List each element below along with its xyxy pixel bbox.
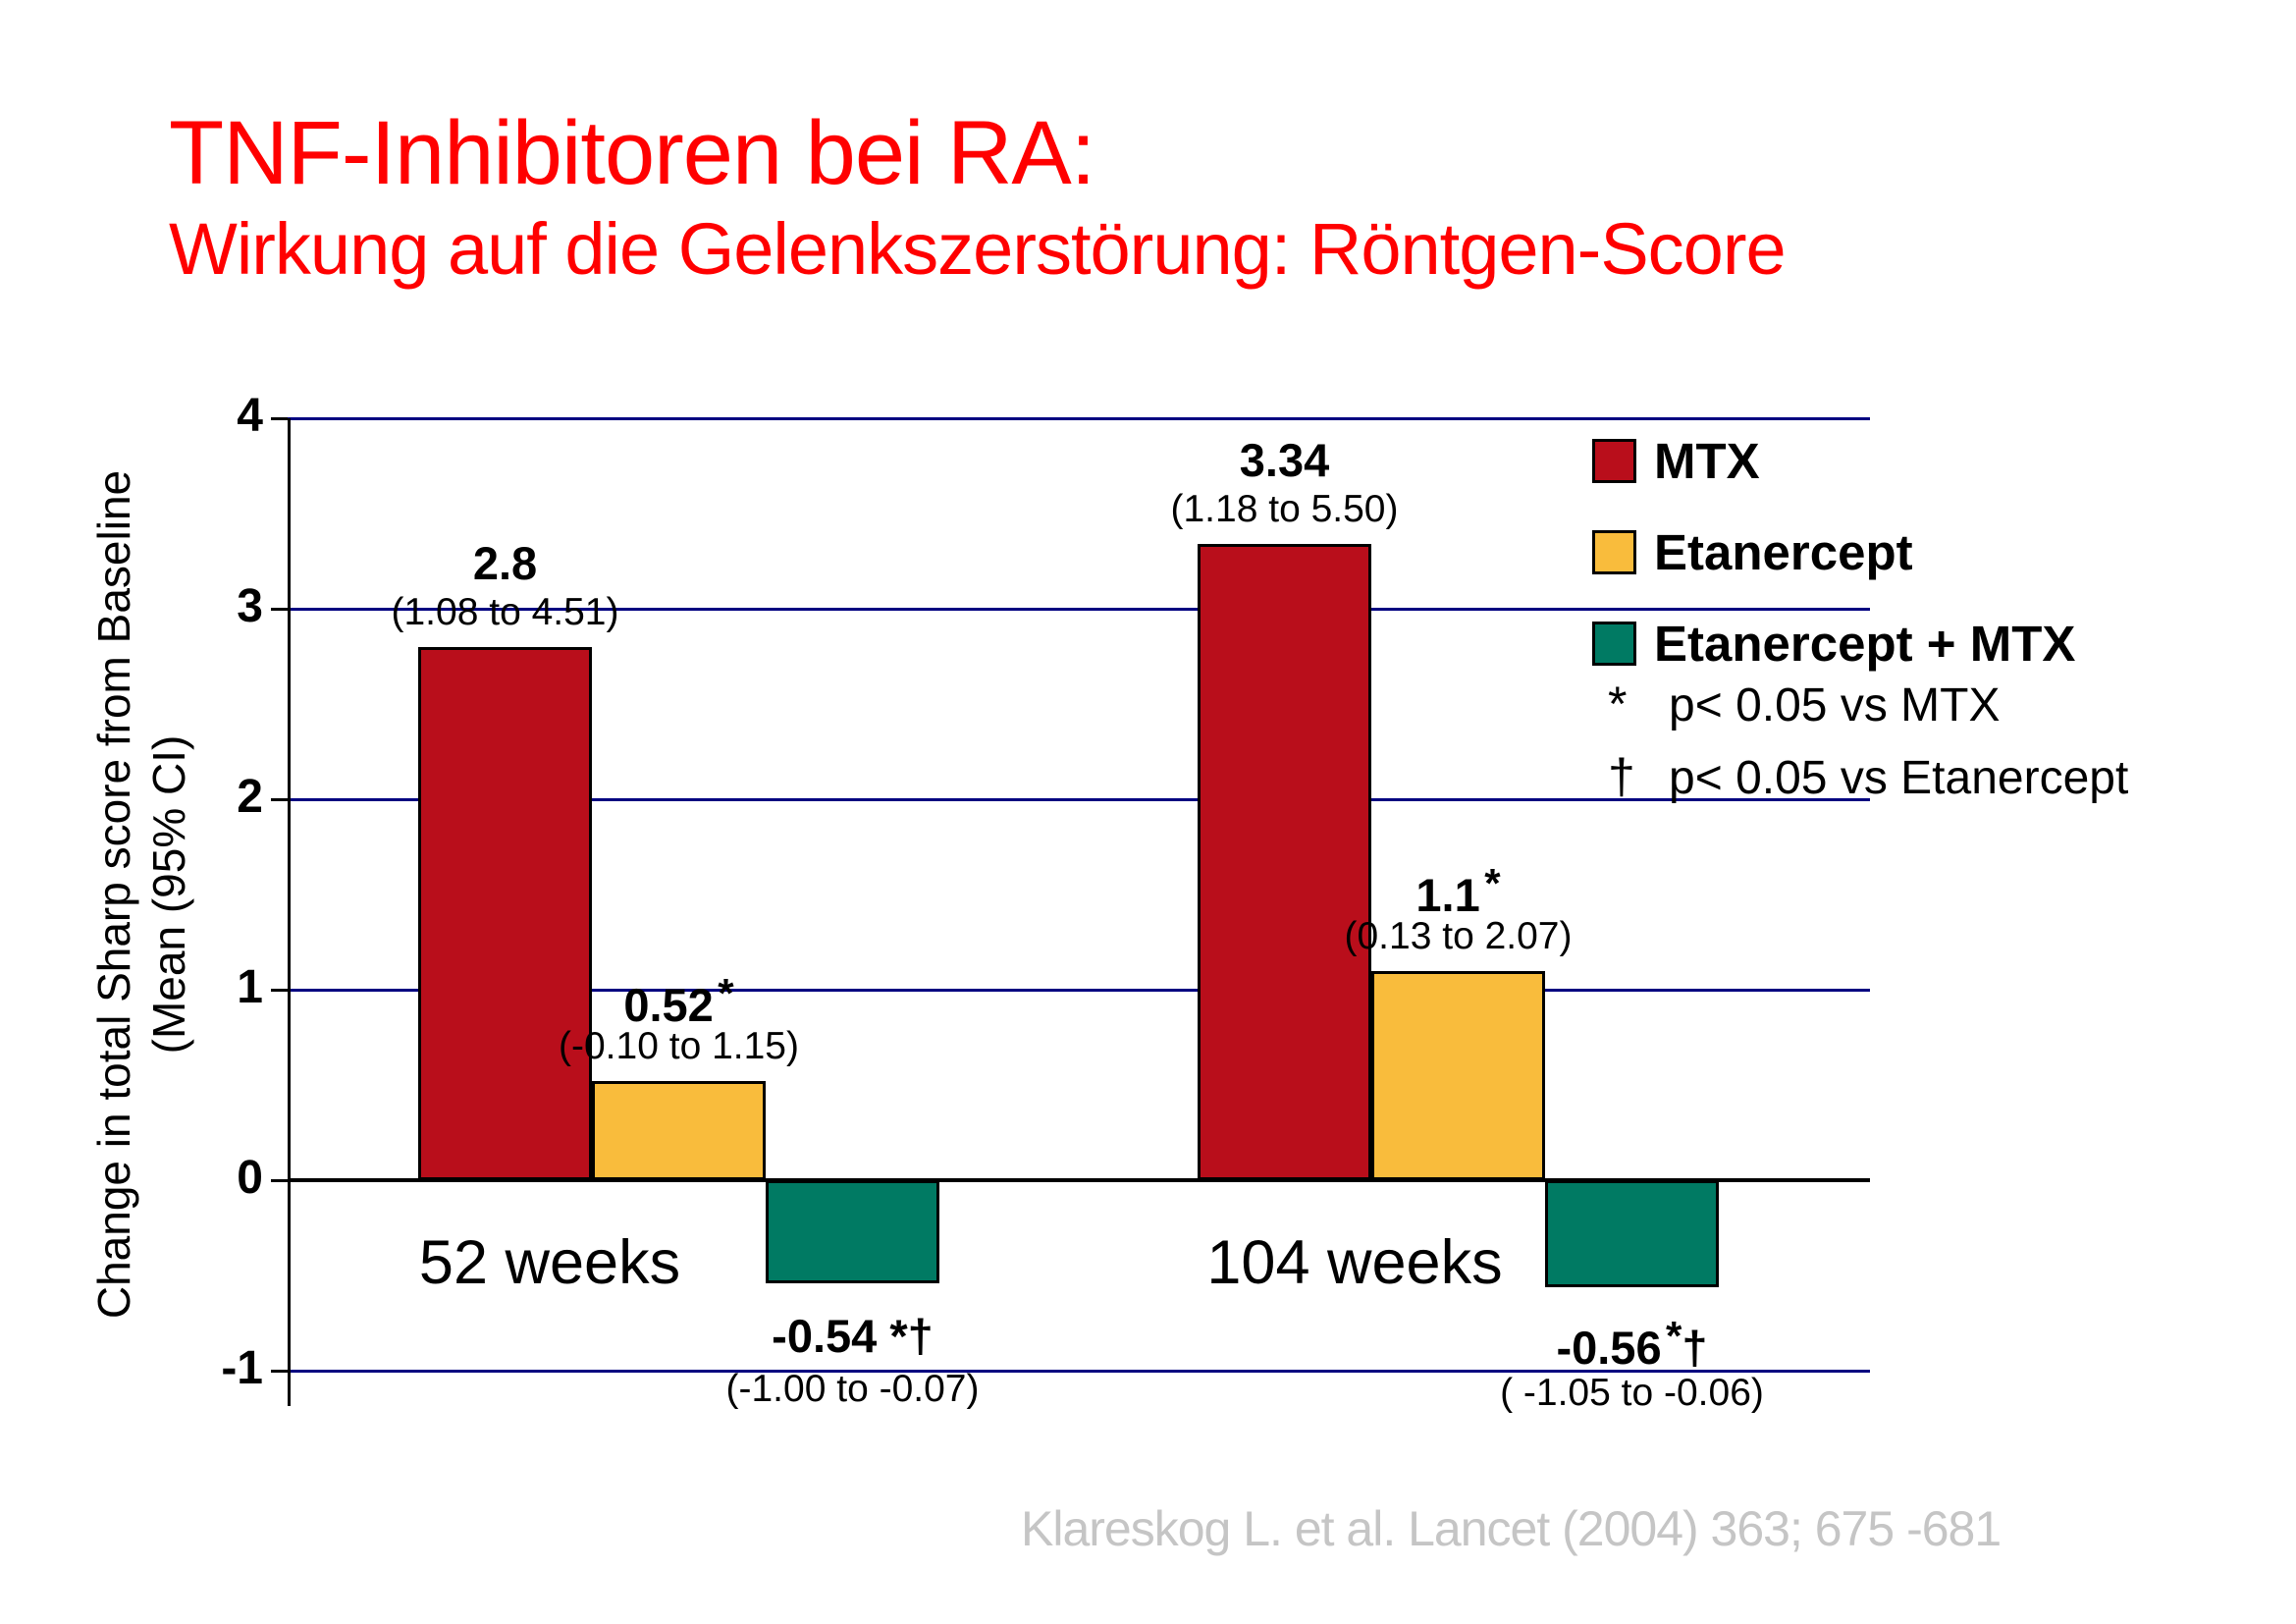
dagger-marker: † (1608, 749, 1635, 804)
value-label: 2.8 (472, 536, 538, 589)
slide-title-line1: TNF-Inhibitoren bei RA: (169, 103, 1095, 203)
slide-title-line2: Wirkung auf die Gelenkszerstörung: Röntg… (169, 207, 1787, 290)
bar-etanercept-mtx-104-weeks (1545, 1180, 1719, 1287)
slide-title: TNF-Inhibitoren bei RA: Wirkung auf die … (169, 102, 1787, 294)
legend-label-etanercept-mtx: Etanercept + MTX (1654, 616, 2076, 672)
y-tick-4 (271, 417, 288, 420)
bar-etanercept-mtx-52-weeks (766, 1180, 939, 1283)
legend-row-etanercept: Etanercept (1592, 523, 2075, 581)
chart-legend: MTX Etanercept Etanercept + MTX (1592, 432, 2075, 706)
legend-swatch-etanercept (1592, 530, 1636, 574)
y-tick-label-3: 3 (237, 580, 263, 632)
ci-label: ( -1.05 to -0.06) (1500, 1371, 1764, 1414)
value-label: 0.52 * (623, 970, 734, 1032)
gridline-y4 (288, 417, 1870, 420)
gridline-y3 (288, 608, 1870, 611)
y-tick-2 (271, 798, 288, 801)
y-tick-label-2: 2 (237, 771, 263, 823)
footnote-asterisk-text: p< 0.05 vs MTX (1669, 679, 2001, 731)
bar-mtx-52-weeks (418, 646, 592, 1180)
bar-etanercept-52-weeks (592, 1081, 766, 1180)
gridline-y2 (288, 798, 1870, 801)
value-label: -0.56 *† (1556, 1312, 1708, 1374)
ci-label: (-0.10 to 1.15) (559, 1025, 799, 1068)
y-tick-label-0: 0 (237, 1152, 263, 1204)
ci-label: (1.18 to 5.50) (1170, 488, 1399, 531)
value-label: 1.1 * (1415, 859, 1501, 921)
bar-etanercept-104-weeks (1371, 970, 1545, 1180)
legend-row-mtx: MTX (1592, 432, 2075, 490)
x-axis-zero-line (288, 1178, 1870, 1182)
value-label: -0.54 *† (772, 1309, 934, 1362)
legend-swatch-mtx (1592, 439, 1636, 483)
citation: Klareskog L. et al. Lancet (2004) 363; 6… (1021, 1501, 2002, 1556)
legend-label-mtx: MTX (1654, 433, 1760, 489)
value-label: 3.34 (1239, 434, 1330, 487)
legend-row-etanercept-mtx: Etanercept + MTX (1592, 615, 2075, 673)
legend-swatch-etanercept-mtx (1592, 622, 1636, 666)
bar-mtx-104-weeks (1198, 544, 1371, 1180)
y-tick-label-1: 1 (237, 961, 263, 1013)
y-tick-label-4: 4 (237, 390, 263, 442)
y-axis-line (288, 418, 291, 1406)
footnote-dagger: † p< 0.05 vs Etanercept (1608, 748, 2128, 805)
y-tick-1 (271, 989, 288, 992)
gridline-y1 (288, 989, 1870, 992)
ci-label: (0.13 to 2.07) (1344, 914, 1573, 957)
group-label-52-weeks: 52 weeks (418, 1228, 681, 1297)
y-tick--1 (271, 1370, 288, 1373)
footnote-dagger-text: p< 0.05 vs Etanercept (1669, 752, 2129, 804)
ci-label: (-1.00 to -0.07) (725, 1367, 980, 1410)
y-tick-3 (271, 608, 288, 611)
footnote-asterisk: * p< 0.05 vs MTX (1608, 676, 2128, 732)
ci-label: (1.08 to 4.51) (391, 590, 619, 633)
asterisk-marker: * (1608, 677, 1628, 731)
y-tick-label--1: -1 (221, 1342, 263, 1394)
y-tick-0 (271, 1179, 288, 1182)
footnotes: * p< 0.05 vs MTX † p< 0.05 vs Etanercept (1608, 676, 2128, 821)
group-label-104-weeks: 104 weeks (1206, 1228, 1503, 1297)
gridline-y-1 (288, 1370, 1870, 1373)
legend-label-etanercept: Etanercept (1654, 524, 1913, 580)
